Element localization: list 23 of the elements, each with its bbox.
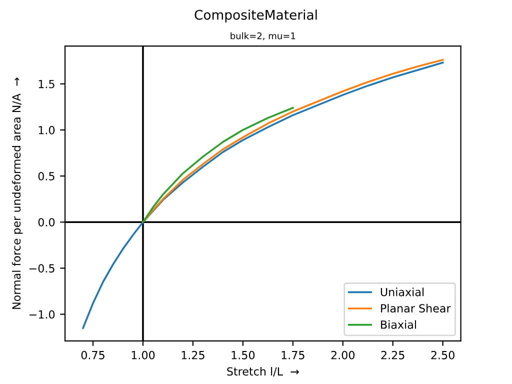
y-tick-label: −1.0 xyxy=(30,310,55,319)
chart-title: CompositeMaterial xyxy=(194,10,317,22)
x-tick-label: 0.75 xyxy=(81,350,104,360)
x-tick-label: 1.75 xyxy=(282,351,304,360)
x-tick-label: 1.00 xyxy=(132,350,155,360)
x-tick-label: 1.50 xyxy=(232,350,255,360)
y-axis-title: Normal force per undeformed area N/A → xyxy=(12,78,23,309)
legend-label: Planar Shear xyxy=(381,304,451,313)
line-series xyxy=(142,106,294,224)
x-axis-title: Stretch l/L → xyxy=(227,367,299,376)
legend-label: Uniaxial xyxy=(380,288,424,296)
chart-subtitle: bulk=2, mu=1 xyxy=(230,32,296,40)
x-tick-label: 2.25 xyxy=(381,350,404,360)
y-tick-label: 0.5 xyxy=(38,172,54,180)
x-tick-label: 2.00 xyxy=(331,350,354,360)
line-series xyxy=(142,59,444,224)
y-tick-label: 0.0 xyxy=(38,218,55,226)
y-tick-label: 1.0 xyxy=(38,126,55,134)
y-tick-label: −0.5 xyxy=(30,264,54,273)
x-tick-label: 2.50 xyxy=(431,350,454,360)
legend-label: Biaxial xyxy=(381,320,416,329)
x-tick-label: 1.25 xyxy=(182,350,204,360)
y-tick-label: 1.5 xyxy=(38,80,54,88)
